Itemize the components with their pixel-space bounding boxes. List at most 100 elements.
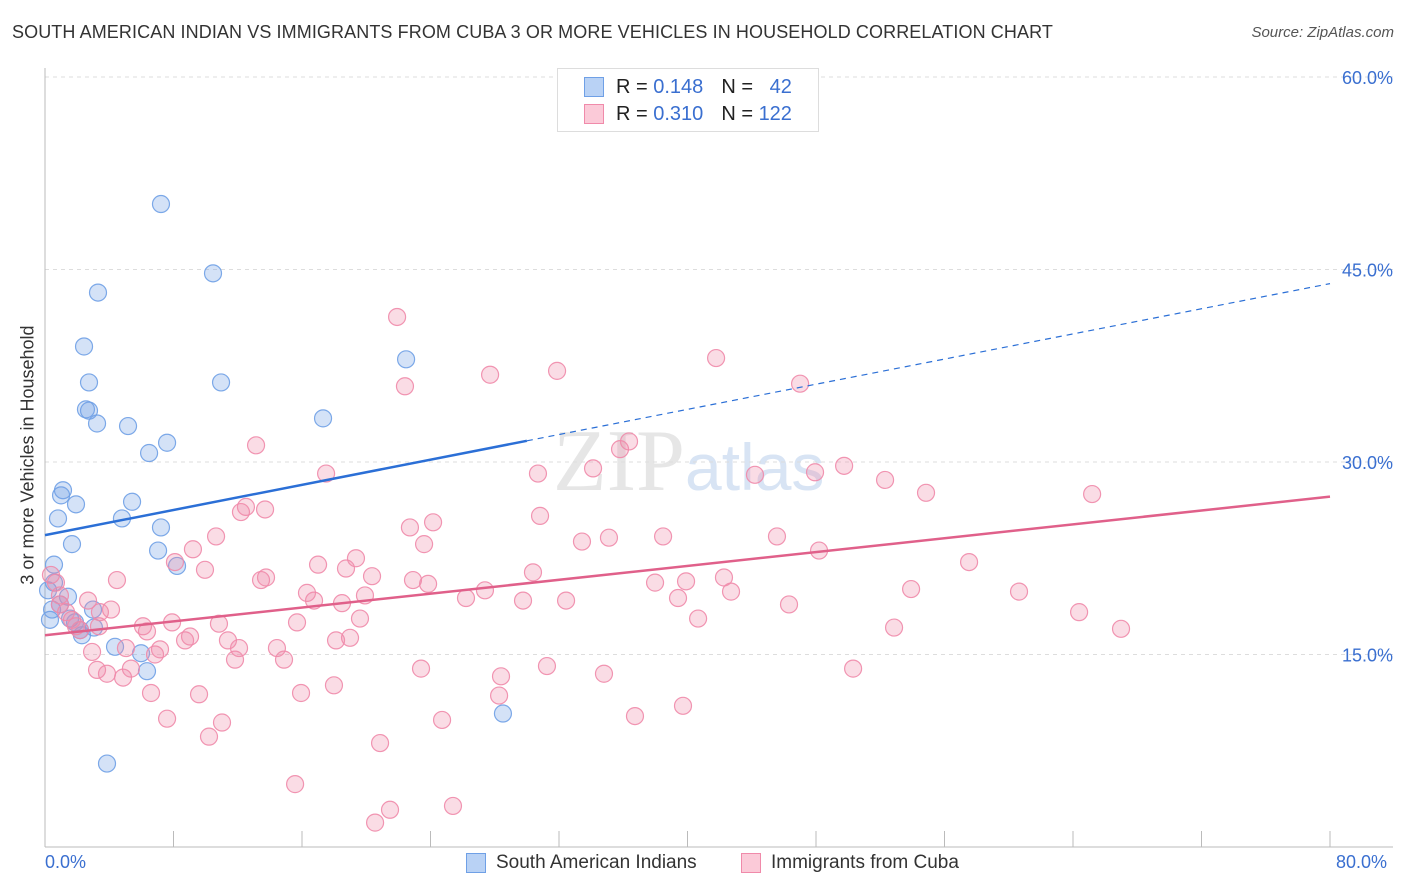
data-point-south-american-indians xyxy=(151,518,171,537)
data-point-immigrants-from-cuba xyxy=(56,603,76,622)
r-value: 0.148 xyxy=(653,75,704,98)
data-point-immigrants-from-cuba xyxy=(594,664,614,683)
n-label: N = xyxy=(721,102,753,125)
data-point-immigrants-from-cuba xyxy=(610,440,630,459)
data-point-immigrants-from-cuba xyxy=(229,638,249,658)
data-point-immigrants-from-cuba xyxy=(90,603,110,622)
data-point-immigrants-from-cuba xyxy=(246,436,266,455)
data-point-immigrants-from-cuba xyxy=(875,470,895,490)
data-point-immigrants-from-cuba xyxy=(236,497,256,517)
data-point-immigrants-from-cuba xyxy=(418,574,438,594)
data-point-immigrants-from-cuba xyxy=(287,613,307,632)
data-point-immigrants-from-cuba xyxy=(805,463,825,482)
data-point-immigrants-from-cuba xyxy=(82,642,102,662)
data-point-south-american-indians xyxy=(74,337,94,356)
data-point-immigrants-from-cuba xyxy=(423,513,443,532)
r-label: R = xyxy=(616,102,648,125)
data-point-immigrants-from-cuba xyxy=(456,588,476,608)
data-point-immigrants-from-cuba xyxy=(414,535,434,554)
data-point-immigrants-from-cuba xyxy=(137,622,157,641)
data-point-immigrants-from-cuba xyxy=(767,527,787,546)
x-tick-label-min: 0.0% xyxy=(45,852,87,872)
data-point-immigrants-from-cuba xyxy=(150,640,170,659)
legend-row-immigrants-from-cuba: R = 0.310 N = 122 xyxy=(584,101,792,127)
data-point-immigrants-from-cuba xyxy=(370,733,390,753)
data-point-immigrants-from-cuba xyxy=(251,570,271,590)
data-point-immigrants-from-cuba xyxy=(599,528,619,547)
data-point-immigrants-from-cuba xyxy=(336,559,356,578)
data-point-immigrants-from-cuba xyxy=(326,631,346,650)
data-point-immigrants-from-cuba xyxy=(97,664,117,683)
data-point-immigrants-from-cuba xyxy=(380,800,400,819)
y-tick-label: 45.0% xyxy=(1342,260,1393,280)
data-point-immigrants-from-cuba xyxy=(583,459,603,478)
trend-line-immigrants-from-cuba xyxy=(44,495,1331,637)
data-point-immigrants-from-cuba xyxy=(959,552,979,572)
data-point-immigrants-from-cuba xyxy=(1009,582,1029,601)
data-point-south-american-indians xyxy=(62,535,82,554)
data-point-immigrants-from-cuba xyxy=(653,527,673,546)
data-point-immigrants-from-cuba xyxy=(89,617,109,636)
r-label: R = xyxy=(616,75,648,98)
trend-line-extension-south-american-indians xyxy=(526,283,1331,442)
legend-swatch-blue xyxy=(584,77,604,97)
data-point-immigrants-from-cuba xyxy=(274,650,294,669)
data-point-immigrants-from-cuba xyxy=(779,595,799,614)
data-point-south-american-indians xyxy=(44,555,64,574)
data-point-immigrants-from-cuba xyxy=(523,563,543,582)
data-point-immigrants-from-cuba xyxy=(530,506,550,525)
data-point-immigrants-from-cuba xyxy=(350,609,370,628)
x-tick-label-max: 80.0% xyxy=(1336,852,1388,872)
y-tick-label: 30.0% xyxy=(1342,453,1393,473)
data-point-immigrants-from-cuba xyxy=(480,365,500,384)
data-point-immigrants-from-cuba xyxy=(528,464,548,483)
data-point-immigrants-from-cuba xyxy=(901,579,921,599)
n-value: 42 xyxy=(769,75,792,98)
bottom-legend-immigrants-from-cuba: Immigrants from Cuba xyxy=(741,852,959,874)
data-point-immigrants-from-cuba xyxy=(362,567,382,586)
data-point-immigrants-from-cuba xyxy=(324,676,344,695)
data-point-immigrants-from-cuba xyxy=(844,659,863,678)
data-point-south-american-indians xyxy=(88,283,108,302)
trend-line-south-american-indians xyxy=(44,439,528,537)
legend-label: South American Indians xyxy=(496,852,697,873)
data-point-immigrants-from-cuba xyxy=(87,660,107,679)
data-point-south-american-indians xyxy=(157,433,177,452)
data-point-immigrants-from-cuba xyxy=(165,552,185,572)
data-point-immigrants-from-cuba xyxy=(689,609,708,628)
data-point-south-american-indians xyxy=(76,400,96,419)
y-tick-label: 60.0% xyxy=(1342,68,1393,88)
stats-legend: R = 0.148 N = 42 R = 0.310 N = 122 xyxy=(557,68,819,132)
data-point-immigrants-from-cuba xyxy=(1070,603,1089,622)
data-point-south-american-indians xyxy=(139,443,159,463)
y-tick-label: 15.0% xyxy=(1342,645,1393,665)
chart-title: SOUTH AMERICAN INDIAN VS IMMIGRANTS FROM… xyxy=(12,22,1053,42)
data-point-immigrants-from-cuba xyxy=(745,465,765,484)
data-point-immigrants-from-cuba xyxy=(625,706,645,726)
data-point-immigrants-from-cuba xyxy=(387,307,407,327)
data-point-immigrants-from-cuba xyxy=(489,686,509,705)
data-point-immigrants-from-cuba xyxy=(340,628,360,647)
data-point-immigrants-from-cuba xyxy=(790,374,810,393)
data-point-south-american-indians xyxy=(151,194,171,214)
data-point-south-american-indians xyxy=(66,495,86,514)
data-point-immigrants-from-cuba xyxy=(101,600,121,619)
data-point-immigrants-from-cuba xyxy=(255,500,275,519)
data-point-immigrants-from-cuba xyxy=(175,631,195,650)
data-point-immigrants-from-cuba xyxy=(403,570,423,590)
data-point-immigrants-from-cuba xyxy=(673,696,693,715)
data-point-immigrants-from-cuba xyxy=(400,518,420,537)
data-point-immigrants-from-cuba xyxy=(1111,619,1131,638)
data-point-immigrants-from-cuba xyxy=(916,483,936,502)
data-point-immigrants-from-cuba xyxy=(206,527,226,546)
data-point-immigrants-from-cuba xyxy=(645,573,665,592)
data-point-immigrants-from-cuba xyxy=(209,614,229,633)
legend-row-south-american-indians: R = 0.148 N = 42 xyxy=(584,74,792,100)
data-point-immigrants-from-cuba xyxy=(141,683,161,703)
data-point-immigrants-from-cuba xyxy=(443,796,463,816)
data-point-south-american-indians xyxy=(493,704,513,723)
data-point-immigrants-from-cuba xyxy=(475,581,495,600)
data-point-immigrants-from-cuba xyxy=(706,348,726,368)
data-point-immigrants-from-cuba xyxy=(395,377,415,396)
